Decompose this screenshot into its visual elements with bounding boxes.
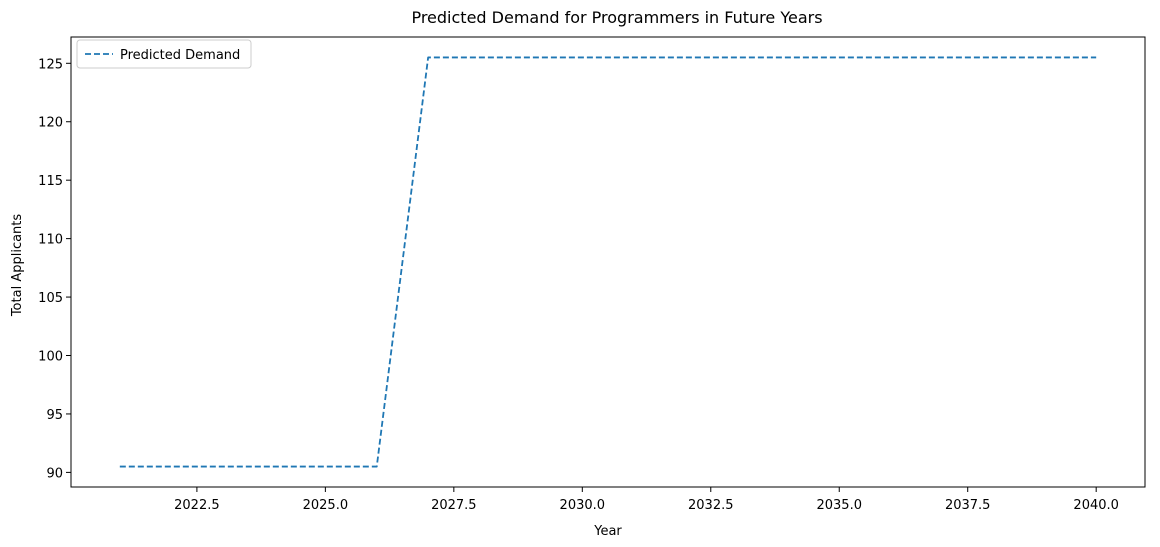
legend-box (76, 39, 252, 69)
x-tick-label: 2025.0 (303, 498, 349, 513)
x-tick-label: 2032.5 (688, 498, 734, 513)
plot-area (70, 36, 1146, 488)
y-axis: 90 95 100 105 110 115 120 125 (38, 57, 71, 481)
y-tick-label: 95 (46, 408, 63, 423)
plot-frame (70, 36, 1146, 488)
x-tick-label: 2027.5 (431, 498, 477, 513)
chart-title: Predicted Demand for Programmers in Futu… (411, 8, 822, 27)
x-axis-label: Year (593, 524, 622, 539)
y-tick-label: 100 (38, 350, 63, 365)
predicted-demand-line (119, 56, 1097, 468)
x-axis: 2022.5 2025.0 2027.5 2030.0 2032.5 2035.0 2037… (174, 487, 1119, 513)
legend: Predicted Demand (76, 39, 252, 69)
y-tick-label: 105 (38, 291, 63, 306)
y-tick-label: 120 (38, 116, 63, 131)
x-tick-label: 2037.5 (945, 498, 991, 513)
y-tick-label: 90 (46, 466, 63, 481)
x-tick-label: 2040.0 (1073, 498, 1119, 513)
y-tick-label: 125 (38, 57, 63, 72)
series-layer (119, 56, 1097, 468)
y-axis-label: Total Applicants (10, 214, 25, 318)
legend-label: Predicted Demand (120, 48, 240, 63)
y-tick-label: 115 (38, 174, 63, 189)
x-tick-label: 2030.0 (560, 498, 606, 513)
y-tick-label: 110 (38, 233, 63, 248)
x-tick-label: 2035.0 (816, 498, 862, 513)
x-tick-label: 2022.5 (174, 498, 220, 513)
